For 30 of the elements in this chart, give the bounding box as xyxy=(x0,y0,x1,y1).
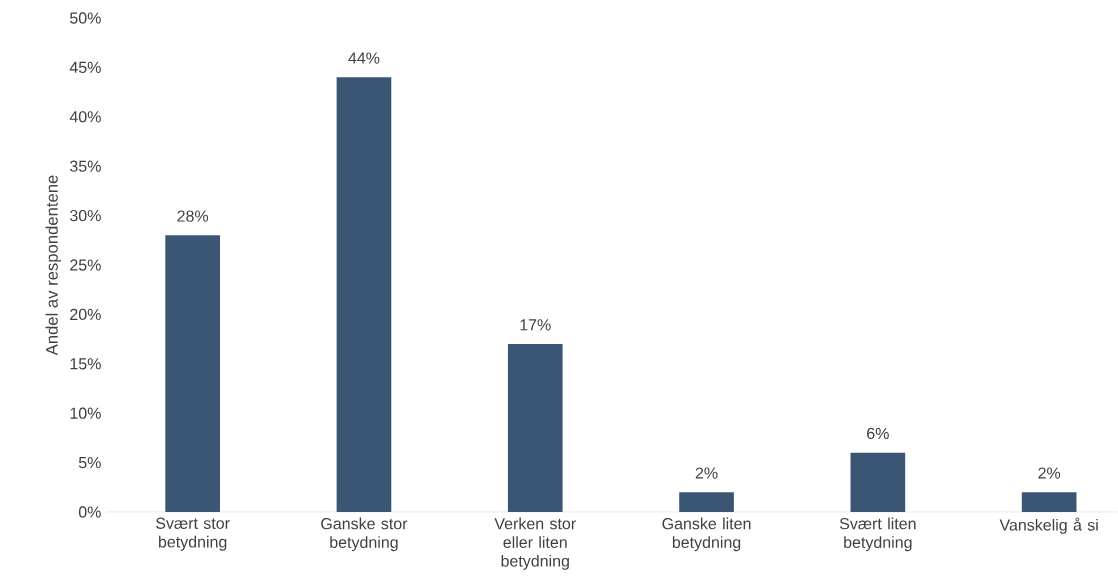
y-tick-label: 30% xyxy=(69,209,101,222)
bar xyxy=(1021,492,1077,512)
y-tick-label: 25% xyxy=(70,259,101,271)
y-tick-label: 35% xyxy=(69,160,101,172)
y-tick-label: 20% xyxy=(70,308,101,321)
y-tick-label: 40% xyxy=(69,111,101,123)
data-label: 28% xyxy=(177,210,209,222)
bar xyxy=(507,344,563,512)
data-label: 44% xyxy=(348,52,380,64)
bar xyxy=(165,235,220,512)
x-tick-label: Svært liten betydning xyxy=(839,517,916,552)
x-tick-label: Ganske stor betydning xyxy=(321,517,408,552)
x-tick-label: Vanskelig å si xyxy=(999,517,1098,534)
y-tick-label: 45% xyxy=(69,61,101,74)
data-label: 2% xyxy=(1038,467,1061,479)
y-tick-label: 15% xyxy=(70,358,101,370)
x-tick-label: Svært stor betydning xyxy=(156,517,230,551)
bar xyxy=(850,452,906,512)
y-tick-label: 10% xyxy=(70,407,101,419)
data-label: 2% xyxy=(695,467,718,479)
data-label: 6% xyxy=(867,427,889,440)
y-tick-label: 5% xyxy=(78,456,101,469)
y-axis-title: Andel av respondentene xyxy=(45,175,62,356)
bar xyxy=(679,492,734,512)
x-tick-label: Verken stor eller liten betydning xyxy=(494,517,576,570)
x-tick-label: Ganske liten betydning xyxy=(662,517,751,552)
y-tick-label: 0% xyxy=(78,506,101,518)
data-label: 17% xyxy=(520,319,551,331)
bar xyxy=(336,77,392,512)
y-tick-label: 50% xyxy=(70,12,101,24)
